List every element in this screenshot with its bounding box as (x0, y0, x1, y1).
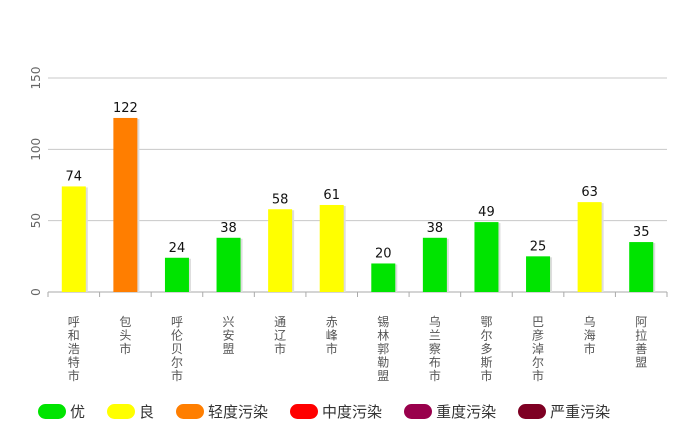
data-label: 38 (427, 221, 444, 236)
x-tick-label: 海 (584, 328, 596, 343)
x-tick-label: 淖 (532, 342, 544, 356)
x-tick-label: 彦 (532, 328, 544, 343)
legend-label: 中度污染 (322, 402, 383, 421)
legend-swatch (38, 403, 66, 419)
data-label: 58 (272, 192, 289, 207)
x-tick-label: 尔 (480, 328, 492, 343)
x-tick-label: 市 (171, 368, 183, 383)
x-tick-label: 赤 (326, 315, 338, 329)
x-tick-label: 市 (119, 341, 131, 356)
legend-item-light-pollution[interactable]: 轻度污染 (176, 401, 268, 422)
bar (629, 242, 654, 292)
legend-swatch (107, 403, 136, 419)
data-label: 25 (530, 239, 547, 254)
x-tick-label: 林 (377, 329, 389, 343)
x-tick-label: 锡 (377, 314, 389, 329)
bar (61, 186, 86, 292)
x-tick-label: 乌 (584, 314, 596, 329)
x-tick-label: 呼 (171, 315, 183, 329)
data-label: 63 (581, 185, 598, 200)
x-tick-label: 市 (480, 368, 492, 383)
x-tick-label: 浩 (68, 342, 80, 356)
bar (113, 117, 138, 293)
data-label: 122 (113, 101, 138, 116)
legend-swatch (176, 403, 205, 419)
legend-swatch (404, 403, 433, 419)
legend-item-heavy-pollution[interactable]: 重度污染 (404, 401, 496, 422)
x-tick-label: 鄂 (480, 315, 492, 329)
bar (577, 202, 602, 292)
x-tick-label: 峰 (326, 329, 338, 343)
x-tick-label: 市 (326, 341, 338, 356)
x-tick-label: 市 (429, 368, 441, 383)
legend-swatch (518, 403, 547, 419)
aqi-bar-chart: 05010015074呼和浩特市122包头市24呼伦贝尔市38兴安盟58通辽市6… (29, 67, 668, 383)
legend-label: 严重污染 (550, 402, 611, 421)
x-tick-label: 乌 (429, 314, 441, 329)
legend-item-good[interactable]: 良 (107, 401, 154, 422)
data-label: 24 (169, 241, 186, 256)
x-tick-label: 和 (68, 329, 80, 343)
x-tick-label: 盟 (377, 369, 389, 383)
x-tick-label: 兰 (429, 329, 441, 343)
x-tick-label: 尔 (171, 355, 183, 370)
y-tick-label: 0 (29, 288, 43, 296)
data-label: 49 (478, 205, 495, 220)
x-tick-label: 多 (480, 342, 492, 356)
legend-label: 轻度污染 (208, 402, 269, 421)
bar (526, 256, 551, 292)
x-tick-label: 市 (584, 341, 596, 356)
x-tick-label: 头 (119, 329, 131, 343)
x-tick-label: 郭 (377, 342, 389, 356)
y-tick-label: 100 (29, 138, 43, 161)
legend-item-severe-pollution[interactable]: 严重污染 (518, 401, 610, 422)
bar (164, 257, 189, 292)
bar (371, 263, 396, 292)
x-tick-label: 盟 (223, 342, 235, 356)
legend-label: 重度污染 (436, 402, 497, 421)
y-tick-label: 50 (29, 213, 43, 228)
x-tick-label: 布 (429, 356, 441, 370)
bar (216, 237, 241, 292)
x-tick-label: 察 (429, 342, 441, 356)
x-tick-label: 巴 (532, 315, 544, 329)
x-tick-label: 斯 (480, 356, 492, 370)
x-tick-label: 善 (635, 341, 647, 356)
bar (474, 222, 499, 292)
legend-item-excellent[interactable]: 优 (38, 401, 85, 422)
data-label: 20 (375, 246, 392, 261)
x-tick-label: 特 (68, 355, 80, 370)
legend-label: 优 (70, 402, 86, 421)
bar (319, 204, 344, 292)
x-tick-label: 兴 (223, 315, 235, 329)
x-tick-label: 市 (68, 368, 80, 383)
legend-label: 良 (139, 402, 155, 421)
x-tick-label: 拉 (635, 328, 647, 343)
x-tick-label: 呼 (68, 315, 80, 329)
data-label: 38 (220, 221, 237, 236)
x-tick-label: 阿 (635, 315, 647, 329)
legend-item-moderate-pollution[interactable]: 中度污染 (290, 401, 382, 422)
x-tick-label: 市 (274, 341, 286, 356)
x-tick-label: 辽 (274, 329, 286, 343)
y-tick-label: 150 (29, 67, 43, 90)
x-tick-label: 贝 (171, 342, 183, 356)
x-tick-label: 勒 (377, 356, 389, 370)
x-tick-label: 包 (119, 315, 131, 329)
x-tick-label: 安 (223, 328, 235, 343)
x-tick-label: 通 (274, 315, 286, 329)
legend-swatch (290, 403, 319, 419)
data-label: 61 (323, 188, 340, 203)
chart-legend: 优 良 轻度污染 中度污染 重度污染 严重污染 (38, 398, 632, 424)
bar (422, 237, 447, 292)
x-tick-label: 市 (532, 368, 544, 383)
data-label: 35 (633, 225, 650, 240)
x-tick-label: 盟 (635, 356, 647, 370)
bar (268, 209, 293, 292)
data-label: 74 (66, 169, 83, 184)
x-tick-label: 尔 (532, 355, 544, 370)
x-tick-label: 伦 (171, 328, 183, 343)
